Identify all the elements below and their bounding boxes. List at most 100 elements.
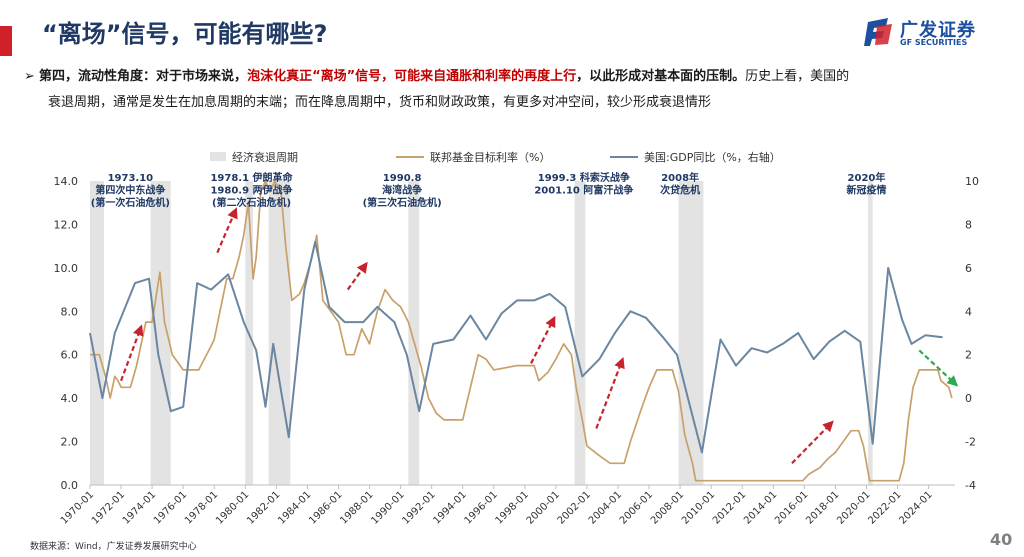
x-tick-label: 2006-01 — [618, 489, 655, 526]
x-tick-label: 2004-01 — [587, 489, 624, 526]
logo-chinese-name: 广发证券 — [900, 20, 976, 41]
x-tick-label: 2002-01 — [556, 489, 593, 526]
y-right-tick-label: 6 — [965, 262, 972, 275]
y-right-tick-label: 4 — [965, 305, 972, 318]
data-source: 数据来源：Wind，广发证券发展研究中心 — [30, 542, 197, 552]
x-tick-label: 2018-01 — [804, 489, 841, 526]
slide-title: “离场”信号，可能有哪些? — [42, 20, 328, 48]
y-left-tick-label: 6.0 — [61, 349, 79, 362]
x-tick-label: 1988-01 — [338, 489, 375, 526]
y-right-tick-label: -2 — [965, 436, 976, 449]
x-tick-label: 1990-01 — [369, 489, 406, 526]
recession-band — [150, 181, 171, 485]
x-tick-label: 2024-01 — [897, 489, 934, 526]
y-right-tick-label: 2 — [965, 349, 972, 362]
bullet-bold-tail: ，以此形成对基本面的压制。 — [576, 69, 746, 84]
event-annotation-line: (第三次石油危机) — [363, 196, 442, 209]
x-tick-label: 1976-01 — [152, 489, 189, 526]
x-tick-label: 2010-01 — [680, 489, 717, 526]
legend-label-gdp: 美国:GDP同比（%，右轴） — [644, 150, 781, 164]
y-right-tick-label: -4 — [965, 479, 976, 492]
x-tick-label: 1992-01 — [400, 489, 437, 526]
recession-band — [678, 181, 704, 485]
x-tick-label: 1972-01 — [90, 489, 127, 526]
bullet-marker-icon: ➢ — [24, 69, 35, 84]
x-tick-label: 2020-01 — [835, 489, 872, 526]
fed-funds-rate-line — [90, 180, 953, 482]
title-accent-bar — [0, 26, 12, 56]
axes: 0.0 2.0 4.0 6.0 8.0 10.0 12.0 14.0 -4 -2 0 2 4 6 8 10 19… — [54, 175, 980, 527]
recession-band — [574, 181, 586, 485]
x-tick-label: 1986-01 — [307, 489, 344, 526]
event-annotation-line: 1978.1 伊朗革命 — [210, 171, 293, 184]
bullet-normal-tail: 历史上看，美国的 — [745, 69, 850, 84]
trend-arrows — [120, 207, 959, 465]
x-tick-label: 1978-01 — [183, 489, 220, 526]
event-annotation-line: 2001.10 阿富汗战争 — [534, 184, 633, 197]
bullet-point: ➢ 第四，流动性角度：对于市场来说，泡沫化真正“离场”信号，可能来自通胀和利率的… — [24, 64, 1004, 90]
bullet-lead: 第四，流动性角度：对于市场来说， — [39, 69, 248, 84]
x-tick-label: 2008-01 — [649, 489, 686, 526]
y-right-tick-label: 10 — [965, 175, 979, 188]
page-number: 40 — [990, 530, 1013, 549]
y-right-tick-label: 0 — [965, 392, 972, 405]
y-left-tick-label: 4.0 — [61, 392, 79, 405]
y-left-tick-label: 14.0 — [54, 175, 79, 188]
event-annotation-line: 1973.10 — [108, 173, 154, 184]
red-trend-arrow — [530, 315, 556, 364]
event-annotation-line: (第一次石油危机) — [91, 196, 170, 209]
green-trend-arrow — [918, 349, 959, 387]
bullet-highlight: 泡沫化真正“离场”信号，可能来自通胀和利率的再度上行 — [247, 69, 577, 84]
y-left-tick-label: 8.0 — [61, 305, 79, 318]
y-left-tick-label: 10.0 — [54, 262, 79, 275]
x-tick-label: 1974-01 — [121, 489, 158, 526]
event-annotation-line: 2020年 — [848, 171, 886, 184]
bullet-line-2: 衰退周期，通常是发生在加息周期的末端；而在降息周期中，货币和财政政策，有更多对冲… — [48, 95, 712, 110]
y-right-tick-label: 8 — [965, 218, 972, 231]
gf-securities-logo: 广发证券 GF SECURITIES — [864, 16, 994, 50]
recession-band — [408, 181, 420, 485]
y-left-tick-label: 0.0 — [61, 479, 79, 492]
event-annotation-line: 1999.3 科索沃战争 — [538, 171, 630, 184]
legend-label-recession: 经济衰退周期 — [232, 150, 298, 164]
series-lines — [89, 180, 953, 482]
y-left-tick-label: 12.0 — [54, 218, 79, 231]
x-tick-label: 2014-01 — [742, 489, 779, 526]
event-annotation-line: 1980.9 两伊战争 — [210, 184, 292, 197]
event-annotation-line: 新冠疫情 — [846, 184, 886, 197]
legend: 经济衰退周期 联邦基金目标利率（%） 美国:GDP同比（%，右轴） — [210, 150, 781, 164]
x-tick-label: 1998-01 — [494, 489, 531, 526]
x-tick-label: 1994-01 — [431, 489, 468, 526]
legend-label-fed-rate: 联邦基金目标利率（%） — [430, 150, 550, 164]
y-left-tick-label: 2.0 — [61, 436, 79, 449]
x-tick-label: 2012-01 — [711, 489, 748, 526]
x-tick-label: 1982-01 — [245, 489, 282, 526]
red-trend-arrow — [346, 261, 368, 291]
logo-mark-icon — [864, 18, 892, 46]
event-annotation-line: 第四次中东战争 — [95, 184, 165, 197]
red-trend-arrow — [595, 357, 625, 429]
event-annotation-line: 海湾战争 — [382, 184, 422, 197]
event-annotation-line: (第二次石油危机) — [212, 196, 291, 209]
x-tick-label: 1980-01 — [214, 489, 251, 526]
legend-swatch-recession — [210, 152, 226, 161]
event-annotation-line: 1990.8 — [383, 173, 422, 184]
x-tick-label: 1996-01 — [463, 489, 500, 526]
x-tick-label: 2000-01 — [525, 489, 562, 526]
recession-band — [868, 181, 873, 485]
recession-band — [268, 181, 291, 485]
event-annotation-line: 2008年 — [661, 171, 699, 184]
recession-band — [90, 181, 104, 485]
x-tick-label: 1970-01 — [59, 489, 96, 526]
x-tick-label: 2022-01 — [866, 489, 903, 526]
red-trend-arrow — [791, 420, 834, 465]
event-annotation-line: 次贷危机 — [660, 184, 700, 197]
red-trend-arrow — [120, 324, 144, 382]
gdp-yoy-line — [89, 240, 943, 454]
red-trend-arrow — [216, 207, 238, 254]
x-tick-label: 1984-01 — [276, 489, 313, 526]
x-tick-label: 2016-01 — [773, 489, 810, 526]
logo-english-name: GF SECURITIES — [900, 38, 968, 47]
